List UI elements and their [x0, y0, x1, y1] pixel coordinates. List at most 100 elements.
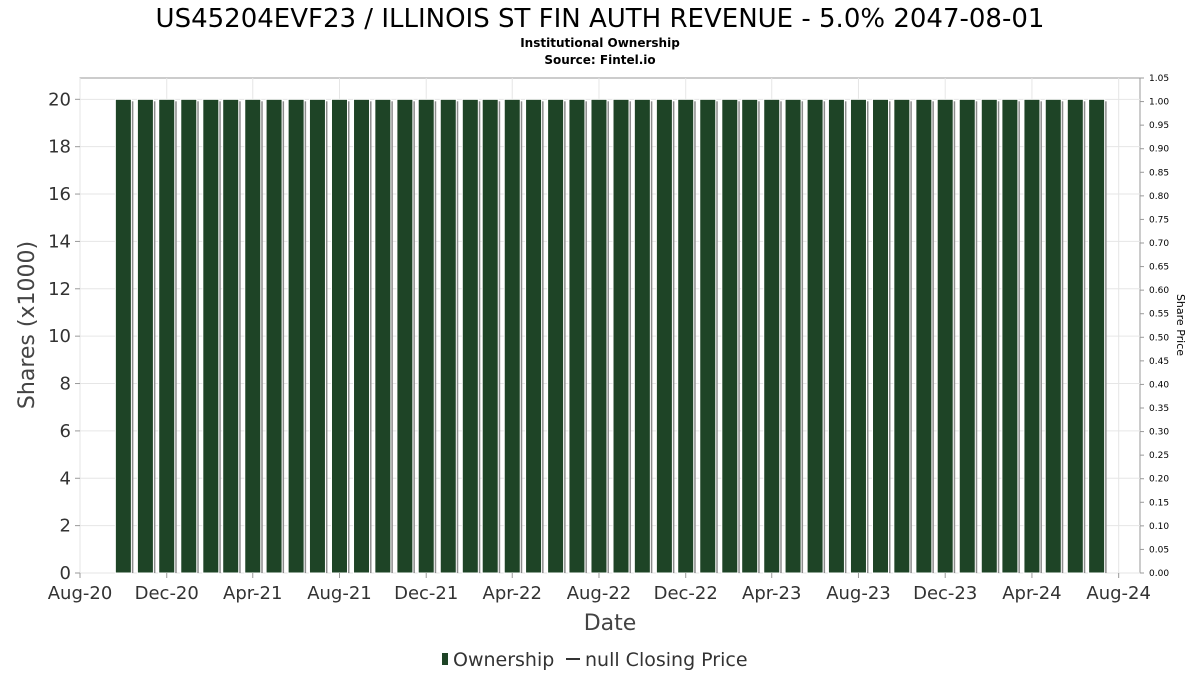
legend-ownership-swatch [442, 653, 448, 665]
bar [244, 98, 262, 574]
y2-tick-label: 0.55 [1149, 310, 1169, 320]
y2-tick-label: 1.00 [1149, 98, 1169, 108]
x-tick-label: Apr-21 [223, 583, 282, 604]
bar [1001, 98, 1019, 574]
bar [374, 98, 392, 574]
x-tick-label: Dec-21 [394, 583, 458, 604]
y-axis-label: Shares (x1000) [15, 241, 40, 409]
legend-ownership-label: Ownership [453, 649, 554, 671]
y-axis-right: 0.00 0.05 0.10 0.15 0.20 0.25 0.30 0.35 0.40 0.45… [1140, 74, 1169, 579]
x-tick-label: Aug-22 [567, 583, 632, 604]
bar [806, 98, 824, 574]
bar [1088, 98, 1106, 574]
bar [114, 98, 132, 574]
bar [222, 98, 240, 574]
bar [1066, 98, 1084, 574]
bar [893, 98, 911, 574]
x-tick-label: Apr-23 [742, 583, 801, 604]
bar [503, 98, 521, 574]
bar [1044, 98, 1062, 574]
chart-subtitle: Institutional Ownership [520, 36, 680, 50]
y-tick-label: 2 [60, 516, 71, 537]
x-tick-label: Apr-24 [1002, 583, 1061, 604]
x-tick-label: Dec-22 [654, 583, 718, 604]
legend: Ownership null Closing Price [442, 649, 748, 671]
y-tick-label: 20 [48, 89, 71, 110]
y2-tick-label: 0.60 [1149, 286, 1169, 296]
y2-tick-label: 0.25 [1149, 451, 1169, 461]
bar [1023, 98, 1041, 574]
bar [958, 98, 976, 574]
y-tick-label: 10 [48, 326, 71, 347]
y-tick-label: 8 [60, 374, 71, 395]
bar [677, 98, 695, 574]
bar [308, 98, 326, 574]
x-axis-label: Date [584, 611, 637, 636]
y-tick-label: 16 [48, 184, 71, 205]
y2-tick-label: 0.75 [1149, 215, 1169, 225]
x-tick-label: Dec-20 [135, 583, 199, 604]
y2-tick-label: 0.20 [1149, 475, 1169, 485]
y2-tick-label: 0.80 [1149, 192, 1169, 202]
y-tick-label: 4 [60, 468, 71, 489]
bar [741, 98, 759, 574]
x-axis: Aug-20 Dec-20 Apr-21 Aug-21 Dec-21 Apr-22 Aug-… [48, 573, 1151, 604]
y-axis-left: 0 2 4 6 8 10 12 14 16 18 20 [48, 89, 80, 584]
bar [784, 98, 802, 574]
y2-tick-label: 0.45 [1149, 357, 1169, 367]
bar [202, 98, 220, 574]
y-tick-label: 14 [48, 231, 71, 252]
y2-tick-label: 1.05 [1149, 74, 1169, 84]
bar [568, 98, 586, 574]
bar [265, 98, 283, 574]
bar [461, 98, 479, 574]
x-tick-label: Aug-20 [48, 583, 113, 604]
y2-axis-label: Share Price [1174, 294, 1187, 356]
bar [547, 98, 565, 574]
bar [612, 98, 630, 574]
bar [827, 98, 845, 574]
bar [915, 98, 933, 574]
bar [590, 98, 608, 574]
y-tick-label: 6 [60, 421, 71, 442]
x-tick-label: Aug-21 [307, 583, 372, 604]
bar [763, 98, 781, 574]
bar [633, 98, 651, 574]
ownership-bars [114, 98, 1107, 574]
chart-source: Source: Fintel.io [544, 53, 655, 67]
x-tick-label: Dec-23 [913, 583, 977, 604]
bar [353, 98, 371, 574]
x-tick-label: Aug-23 [826, 583, 891, 604]
bar [417, 98, 435, 574]
bar [396, 98, 414, 574]
bar [180, 98, 198, 574]
y-tick-label: 0 [60, 563, 71, 584]
legend-price-label: null Closing Price [585, 649, 748, 671]
bar [439, 98, 457, 574]
y-tick-label: 12 [48, 279, 71, 300]
y2-tick-label: 0.95 [1149, 121, 1169, 131]
bar [330, 98, 348, 574]
bar [136, 98, 154, 574]
bar [721, 98, 739, 574]
bar [525, 98, 543, 574]
y2-tick-label: 0.65 [1149, 263, 1169, 273]
y2-tick-label: 0.90 [1149, 145, 1169, 155]
y2-tick-label: 0.50 [1149, 333, 1169, 343]
y2-tick-label: 0.30 [1149, 428, 1169, 438]
x-tick-label: Aug-24 [1086, 583, 1151, 604]
y2-tick-label: 0.85 [1149, 168, 1169, 178]
y2-tick-label: 0.70 [1149, 239, 1169, 249]
y-tick-label: 18 [48, 137, 71, 158]
bar [699, 98, 717, 574]
bar [849, 98, 867, 574]
y2-tick-label: 0.40 [1149, 380, 1169, 390]
bar [481, 98, 499, 574]
bar [980, 98, 998, 574]
bar [655, 98, 673, 574]
x-tick-label: Apr-22 [483, 583, 542, 604]
bar [872, 98, 890, 574]
bar [287, 98, 305, 574]
y2-tick-label: 0.15 [1149, 498, 1169, 508]
